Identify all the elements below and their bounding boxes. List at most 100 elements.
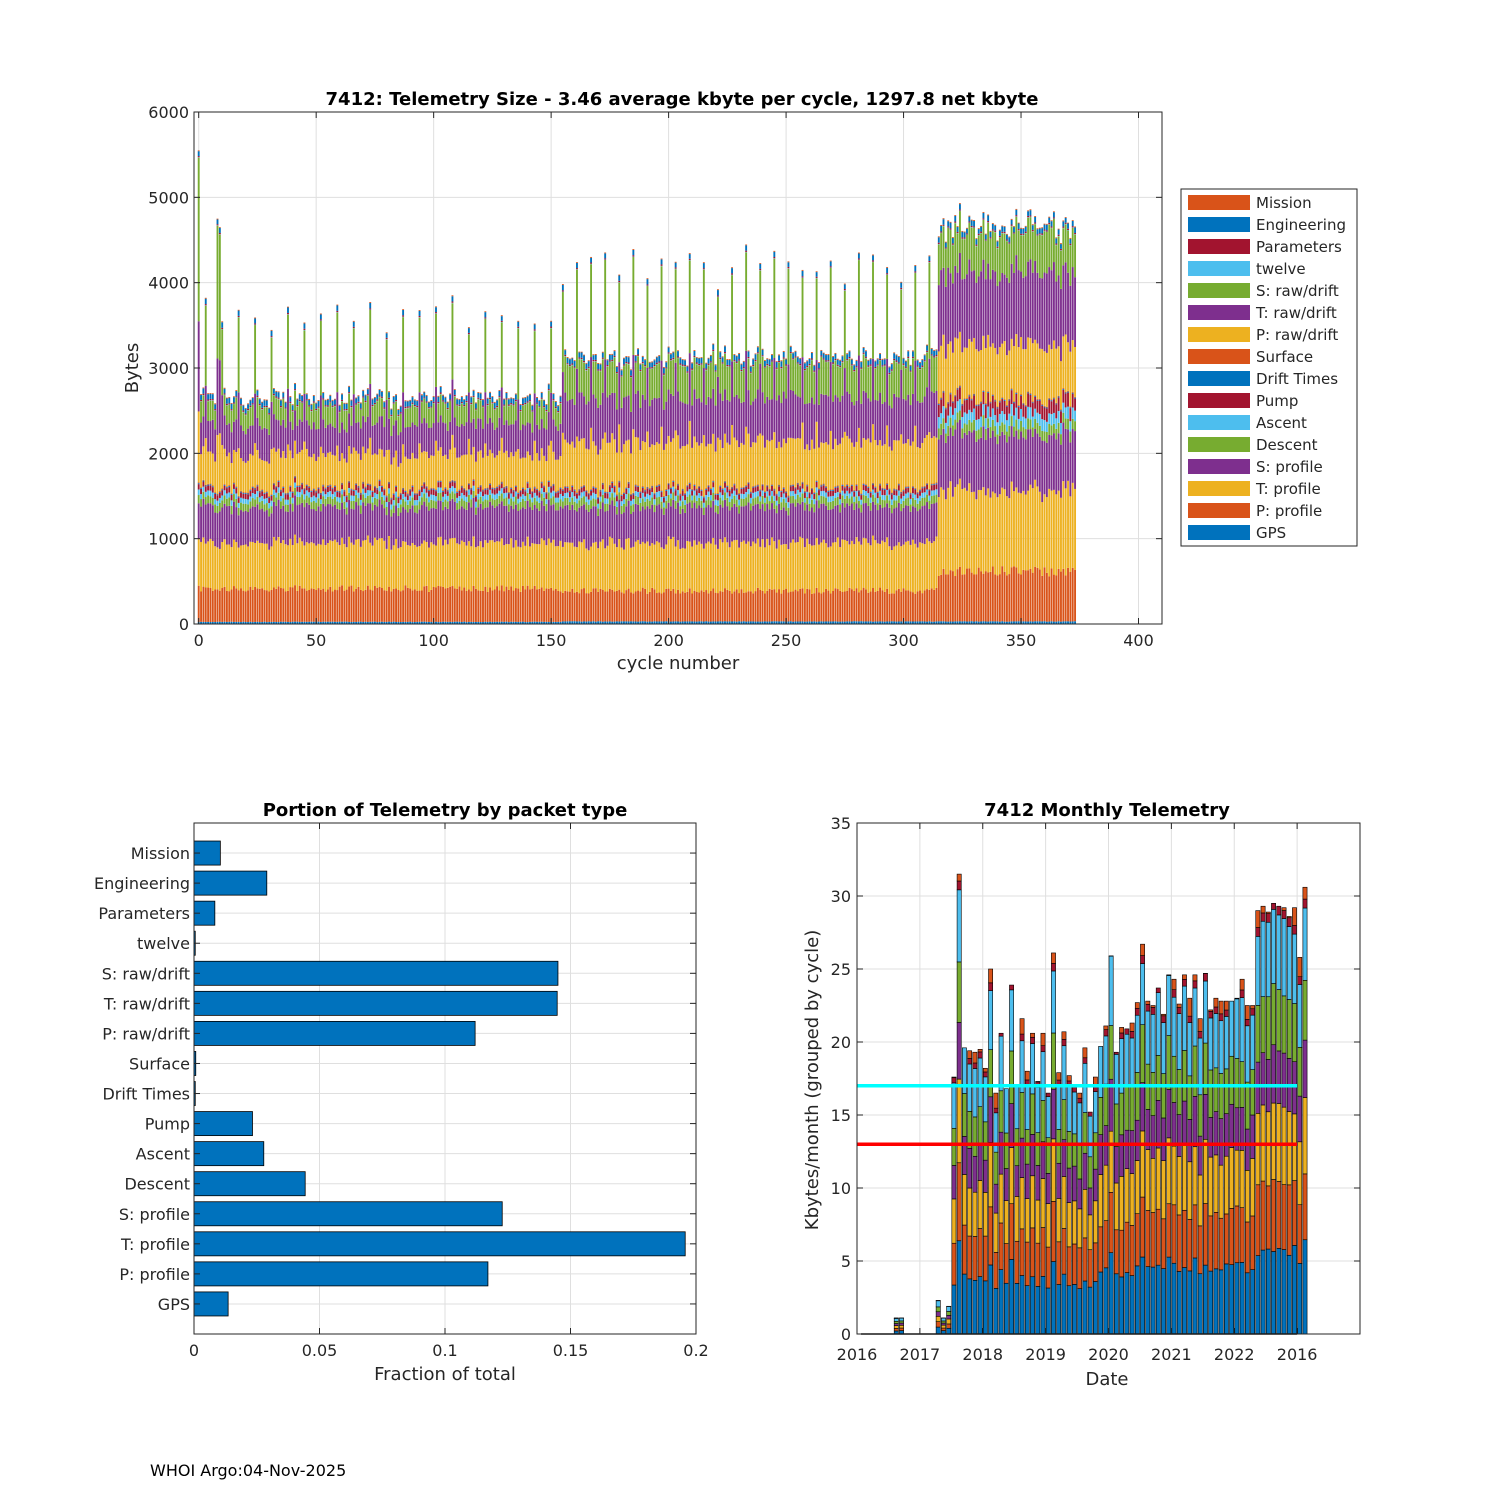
cycle-bar-segment (714, 493, 717, 495)
cycle-bar-segment (270, 337, 273, 402)
cycle-bar-segment (627, 357, 630, 363)
cycle-bar-segment (637, 504, 639, 540)
cycle-bar-segment (756, 484, 759, 486)
cycle-bar-segment (789, 496, 792, 504)
cycle-bar-segment (658, 504, 661, 543)
cycle-bar-segment (529, 499, 531, 508)
cycle-bar-segment (240, 490, 242, 492)
cycle-bar-segment (284, 492, 287, 494)
cycle-bar-segment (834, 438, 837, 487)
cycle-bar-segment (620, 370, 623, 376)
cycle-bar-segment (557, 546, 560, 591)
cycle-bar-segment (691, 621, 694, 624)
cycle-bar-segment (792, 484, 795, 485)
cycle-bar-segment (514, 399, 517, 402)
cycle-bar-segment (533, 504, 536, 544)
cycle-bar-segment (855, 503, 858, 538)
cycle-bar-segment (514, 496, 517, 505)
cycle-bar-segment (425, 403, 428, 424)
cycle-bar-segment (197, 482, 200, 484)
cycle-bar-segment (773, 256, 776, 259)
cycle-bar-segment (214, 403, 217, 405)
cycle-bar-segment (364, 422, 367, 454)
cycle-bar-segment (254, 499, 257, 507)
cycle-bar-segment (423, 488, 426, 494)
cycle-bar-segment (465, 509, 468, 546)
cycle-bar-segment (348, 621, 351, 624)
cycle-bar-segment (620, 501, 623, 506)
cycle-bar-segment (272, 447, 275, 483)
cycle-bar (705, 362, 708, 624)
cycle-bar-segment (705, 368, 708, 370)
cycle-bar (477, 392, 480, 624)
cycle-bar-segment (512, 404, 515, 406)
cycle-bar-segment (874, 487, 877, 493)
cycle-bar-segment (418, 443, 421, 490)
cycle-bar (249, 399, 252, 624)
cycle-bar-segment (463, 399, 466, 401)
cycle-bar (272, 388, 275, 624)
cycle-bar-segment (359, 505, 362, 514)
cycle-bar-segment (519, 496, 522, 502)
cycle-bar-segment (691, 447, 694, 489)
cycle-bar-segment (571, 484, 574, 486)
cycle-bar-segment (221, 500, 224, 508)
cycle-bar-segment (869, 359, 872, 365)
cycle-bar-segment (681, 495, 684, 502)
cycle-bar-segment (477, 488, 480, 494)
cycle-bar (247, 403, 249, 624)
cycle-bar-segment (420, 395, 423, 401)
cycle-bar-segment (688, 258, 691, 261)
cycle-bar-segment (350, 400, 353, 406)
cycle-bar-segment (218, 502, 221, 512)
cycle-bar-segment (667, 352, 670, 354)
cycle-bar-segment (390, 435, 393, 465)
cycle-bar-segment (211, 621, 214, 624)
cycle-bar-segment (355, 422, 358, 451)
cycle-bar-segment (218, 497, 221, 503)
cycle-bar-segment (825, 492, 827, 498)
cycle-bar-segment (207, 587, 210, 622)
cycle-bar-segment (211, 453, 214, 486)
cycle-bar-segment (369, 483, 372, 485)
cycle-bar-segment (686, 365, 689, 367)
cycle-bar-segment (324, 399, 327, 401)
cycle-bar-segment (294, 440, 296, 476)
cycle-bar-segment (665, 362, 668, 368)
cycle-bar-segment (510, 404, 513, 425)
cycle-bar (564, 349, 567, 624)
cycle-bar-segment (550, 486, 553, 488)
cycle-bar-segment (540, 399, 543, 420)
cycle-bar-segment (301, 483, 304, 485)
cycle-bar-segment (383, 621, 386, 624)
cycle-bar (305, 393, 308, 624)
cycle-bar-segment (442, 394, 444, 396)
cycle-bar-segment (606, 545, 609, 592)
cycle-bar-segment (662, 366, 665, 368)
cycle-bar (446, 401, 449, 624)
cycle-bar-segment (632, 511, 635, 547)
cycle-bar-segment (655, 486, 658, 487)
cycle-bar-segment (336, 392, 339, 446)
cycle-bar (240, 397, 242, 624)
cycle-bar-segment (714, 621, 717, 624)
cycle-bar-segment (216, 493, 219, 495)
cycle-bar-segment (634, 591, 637, 622)
cycle-bar-segment (521, 585, 524, 622)
cycle-bar-segment (284, 493, 287, 495)
cycle-bar (423, 391, 426, 624)
cycle-bar-segment (759, 621, 762, 624)
cycle-bar-segment (538, 544, 541, 589)
cycle-bar-segment (399, 413, 402, 433)
cycle-bar-segment (752, 486, 755, 487)
cycle-bar-segment (665, 544, 668, 589)
cycle-bar-segment (298, 452, 301, 485)
cycle-bar-segment (747, 433, 750, 482)
cycle-bar-segment (594, 588, 597, 622)
cycle-bar-segment (510, 586, 513, 622)
cycle-bar-segment (329, 423, 332, 452)
cycle-bar-segment (883, 591, 886, 622)
cycle-bar-segment (752, 621, 755, 624)
cycle-bar-segment (733, 397, 736, 438)
cycle-bar-segment (545, 429, 548, 462)
